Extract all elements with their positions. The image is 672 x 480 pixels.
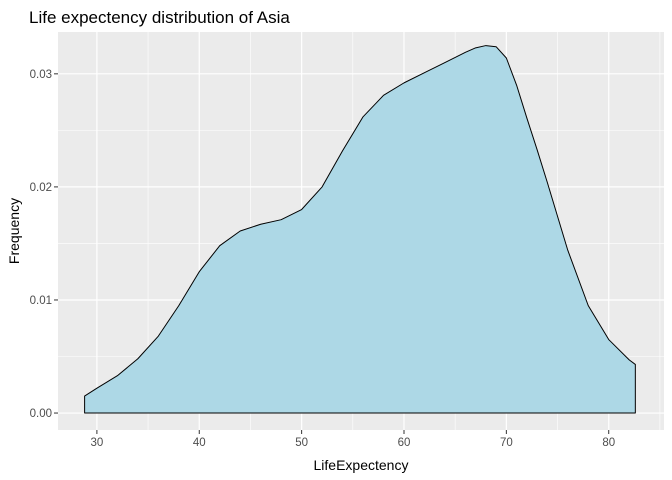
x-axis-title: LifeExpectency xyxy=(314,457,409,473)
x-tick-label: 30 xyxy=(91,437,104,449)
y-tick-label: 0.03 xyxy=(30,69,52,81)
chart-title: Life expectency distribution of Asia xyxy=(29,8,290,27)
x-tick-label: 60 xyxy=(398,437,411,449)
x-tick-label: 50 xyxy=(295,437,308,449)
x-tick-label: 40 xyxy=(193,437,206,449)
x-tick-label: 80 xyxy=(602,437,615,449)
y-tick-label: 0.00 xyxy=(30,408,52,420)
x-axis: 30 40 50 60 70 80 xyxy=(91,430,615,449)
x-tick-label: 70 xyxy=(500,437,513,449)
density-area xyxy=(84,45,636,414)
y-axis-title: Frequency xyxy=(6,198,22,264)
y-tick-label: 0.01 xyxy=(30,295,52,307)
y-tick-label: 0.02 xyxy=(30,182,52,194)
series-layer xyxy=(84,45,636,414)
y-axis: 0.00 0.01 0.02 0.03 xyxy=(30,69,58,420)
